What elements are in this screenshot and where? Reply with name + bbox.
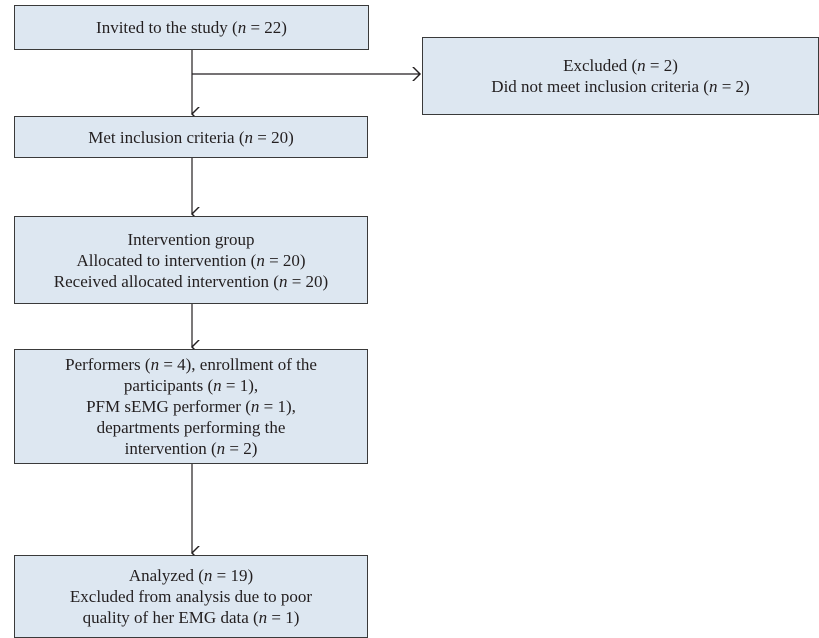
sample-size-symbol: n bbox=[216, 439, 226, 458]
text-segment: departments performing the bbox=[96, 418, 286, 437]
sample-size-symbol: n bbox=[237, 18, 247, 37]
box-analyzed: Analyzed (n = 19) Excluded from analysis … bbox=[14, 555, 368, 638]
text-segment: participants ( bbox=[123, 376, 214, 395]
text-segment: = 4), enrollment of the bbox=[159, 355, 317, 374]
sample-size-symbol: n bbox=[256, 250, 265, 270]
box-text-line: PFM sEMG performer (n = 1), bbox=[86, 396, 296, 417]
text-segment: Excluded from analysis due to poor bbox=[69, 587, 313, 606]
text-segment: = 20) bbox=[287, 271, 329, 291]
sample-size-symbol: n bbox=[258, 608, 268, 627]
box-excluded: Excluded (n = 2) Did not meet inclusion c… bbox=[422, 37, 819, 115]
text-segment: quality of her EMG data ( bbox=[82, 608, 259, 627]
box-text-line: quality of her EMG data (n = 1) bbox=[83, 607, 300, 628]
sample-size-symbol: n bbox=[250, 397, 260, 416]
text-segment: = 1), bbox=[259, 397, 296, 416]
text-segment: = 19) bbox=[212, 566, 254, 585]
text-segment: = 2) bbox=[645, 56, 678, 75]
text-segment: Analyzed ( bbox=[128, 566, 204, 585]
sample-size-symbol: n bbox=[244, 127, 254, 147]
box-text-line: Received allocated intervention (n = 20) bbox=[54, 271, 328, 292]
box-intervention-group: Intervention group Allocated to intervent… bbox=[14, 216, 368, 304]
sample-size-symbol: n bbox=[203, 566, 213, 585]
text-segment: = 1) bbox=[267, 608, 300, 627]
box-text-line: Excluded (n = 2) bbox=[563, 55, 678, 76]
box-text-line: Invited to the study (n = 22) bbox=[96, 17, 287, 38]
sample-size-symbol: n bbox=[637, 56, 646, 75]
box-text-line: Did not meet inclusion criteria (n = 2) bbox=[491, 76, 749, 97]
text-segment: intervention ( bbox=[124, 439, 217, 458]
text-segment: = 1), bbox=[221, 376, 259, 395]
text-segment: = 20) bbox=[264, 250, 306, 270]
text-segment: Received allocated intervention ( bbox=[53, 271, 279, 291]
sample-size-symbol: n bbox=[150, 355, 160, 374]
box-performers: Performers (n = 4), enrollment of the par… bbox=[14, 349, 368, 464]
text-segment: = 2) bbox=[225, 439, 258, 458]
box-text-line: Analyzed (n = 19) bbox=[129, 565, 253, 586]
text-segment: Met inclusion criteria ( bbox=[88, 127, 245, 147]
box-text-line: Performers (n = 4), enrollment of the bbox=[65, 354, 317, 375]
box-text-line: intervention (n = 2) bbox=[125, 438, 258, 459]
text-segment: Allocated to intervention ( bbox=[76, 250, 257, 270]
box-met-inclusion: Met inclusion criteria (n = 20) bbox=[14, 116, 368, 158]
text-segment: Intervention group bbox=[127, 229, 255, 249]
box-text-line: departments performing the bbox=[97, 417, 286, 438]
box-text-line: participants (n = 1), bbox=[124, 375, 258, 396]
text-segment: = 22) bbox=[246, 18, 287, 37]
text-segment: Excluded ( bbox=[563, 56, 638, 75]
text-segment: Performers ( bbox=[65, 355, 151, 374]
text-segment: = 2) bbox=[717, 77, 750, 96]
text-segment: Did not meet inclusion criteria ( bbox=[491, 77, 709, 96]
box-text-line: Excluded from analysis due to poor bbox=[70, 586, 312, 607]
box-invited: Invited to the study (n = 22) bbox=[14, 5, 369, 50]
text-segment: Invited to the study ( bbox=[96, 18, 238, 37]
box-text-line: Intervention group bbox=[128, 229, 255, 250]
text-segment: PFM sEMG performer ( bbox=[86, 397, 251, 416]
text-segment: = 20) bbox=[253, 127, 294, 147]
sample-size-symbol: n bbox=[213, 376, 222, 395]
sample-size-symbol: n bbox=[278, 271, 288, 291]
box-text-line: Met inclusion criteria (n = 20) bbox=[88, 127, 294, 148]
sample-size-symbol: n bbox=[708, 77, 718, 96]
box-text-line: Allocated to intervention (n = 20) bbox=[76, 250, 305, 271]
